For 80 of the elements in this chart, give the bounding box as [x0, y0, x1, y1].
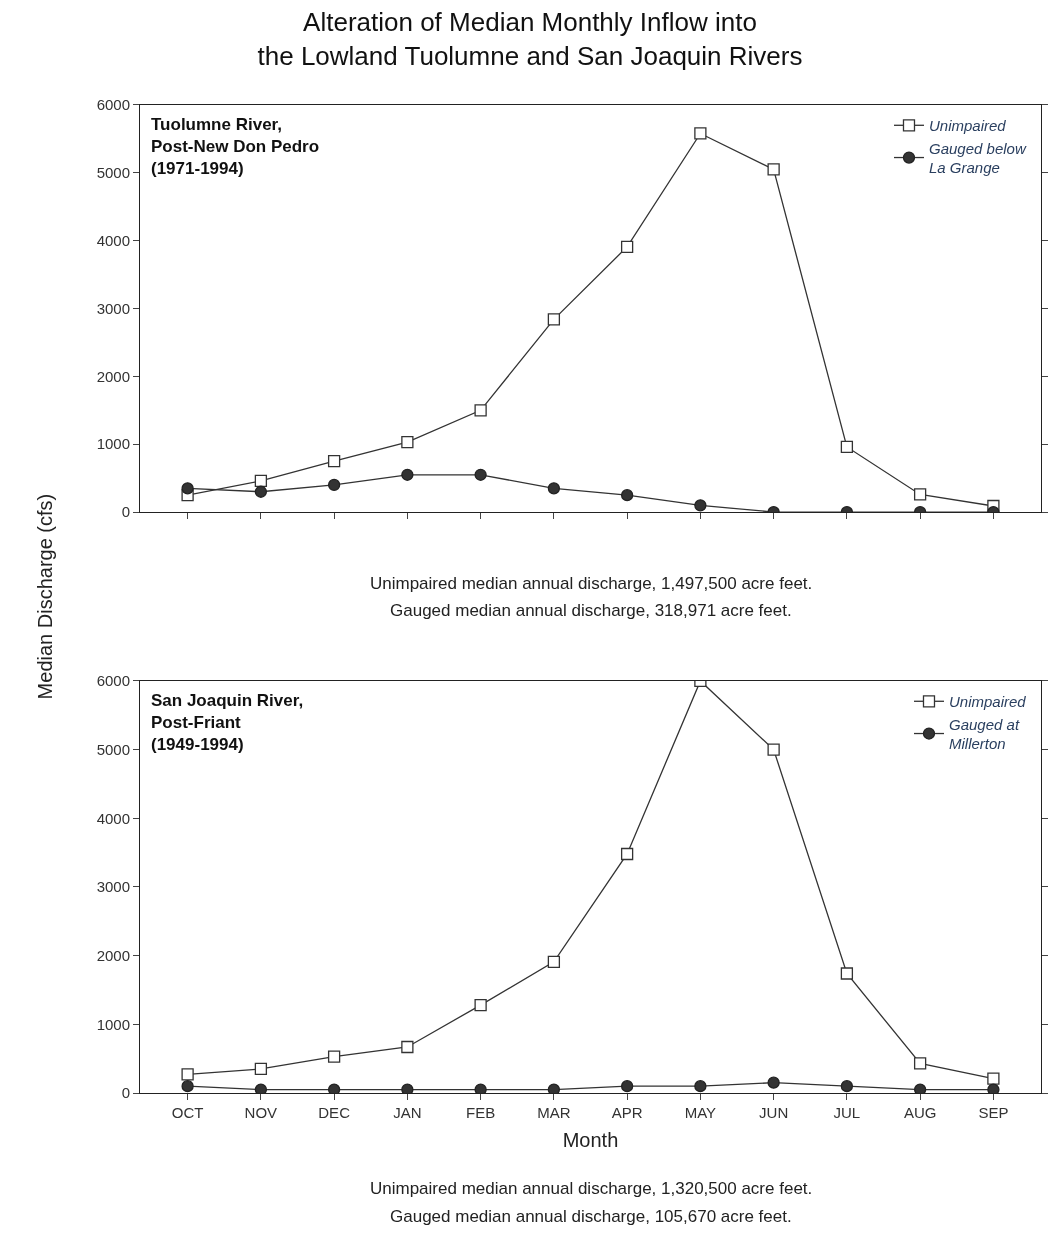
- text: Tuolumne River, Post-New Don Pedro (1971-1994): [151, 115, 320, 179]
- x-tick-label: MAY: [684, 1104, 717, 1121]
- point: [254, 474, 268, 488]
- point: [327, 1083, 341, 1093]
- point: [474, 1083, 487, 1093]
- y-tick-label: 6000: [96, 96, 130, 114]
- x-tick-label: JAN: [393, 1104, 422, 1121]
- point: [401, 1040, 414, 1054]
- x-tick-label: AUG: [903, 1104, 937, 1121]
- point: [181, 1079, 194, 1093]
- point: [694, 499, 707, 512]
- y-tick-label: 6000: [96, 672, 130, 690]
- x-tick-label: OCT: [171, 1104, 204, 1121]
- y-tick-label: 1000: [96, 1015, 130, 1033]
- y-tick-label: 0: [121, 1084, 130, 1102]
- x-tick-label: JUN: [759, 1104, 789, 1121]
- point: [767, 163, 780, 176]
- y-tick-label: 3000: [96, 299, 130, 317]
- point: [987, 1083, 1000, 1093]
- x-tick-label: DEC: [318, 1104, 351, 1121]
- text: Gauged median annual discharge, 105,670 acre feet.: [390, 1207, 792, 1226]
- point: [327, 478, 341, 492]
- point: [181, 1068, 194, 1081]
- point: [767, 743, 780, 756]
- point: [620, 240, 634, 253]
- point: [327, 1050, 341, 1063]
- text: Unimpaired median annual discharge, 1,497,500 acre feet.: [370, 574, 813, 593]
- point: [694, 127, 707, 140]
- point: [840, 440, 854, 454]
- point: [401, 1083, 414, 1093]
- x-axis-title: Month: [562, 1128, 619, 1151]
- chart-title: Alteration of Median Monthly Inflow into the Lowland Tuolumne and San Joaquin Rivers: [257, 7, 803, 71]
- point: [913, 1057, 927, 1070]
- point: [913, 488, 927, 501]
- point: [620, 1079, 634, 1093]
- x-tick-label: MAR: [537, 1104, 571, 1121]
- y-tick-label: 5000: [96, 740, 130, 758]
- point: [254, 485, 268, 498]
- y-tick-label: 5000: [96, 164, 130, 182]
- x-tick-label: FEB: [466, 1104, 496, 1121]
- point: [254, 1083, 268, 1093]
- point: [767, 1076, 780, 1089]
- point: [547, 313, 561, 326]
- text: Gauged median annual discharge, 318,971 acre feet.: [390, 601, 792, 620]
- point: [840, 967, 854, 980]
- y-tick-label: 1000: [96, 435, 130, 453]
- legend-label: Unimpaired: [948, 693, 1027, 711]
- point: [547, 955, 561, 968]
- text: Unimpaired median annual discharge, 1,320,500 acre feet.: [370, 1179, 813, 1198]
- y-tick-label: 0: [121, 503, 130, 521]
- point: [547, 482, 561, 495]
- point: [620, 488, 634, 502]
- point: [913, 1083, 927, 1093]
- y-tick-label: 4000: [96, 809, 130, 827]
- y-axis-title: Median Discharge (cfs): [34, 493, 57, 700]
- point: [401, 436, 414, 449]
- x-tick-label: JUL: [833, 1104, 861, 1121]
- point: [181, 482, 194, 495]
- legend-label: Unimpaired: [928, 117, 1007, 135]
- point: [254, 1062, 268, 1076]
- point: [401, 468, 414, 481]
- y-tick-label: 2000: [96, 946, 130, 964]
- y-tick-label: 4000: [96, 231, 130, 249]
- legend-label: Gauged below La Grange: [928, 139, 1027, 177]
- point: [474, 998, 487, 1012]
- y-tick-label: 2000: [96, 367, 130, 385]
- x-tick-label: SEP: [978, 1104, 1009, 1121]
- point: [327, 455, 341, 468]
- point: [474, 404, 487, 417]
- x-tick-label: NOV: [244, 1104, 278, 1121]
- point: [987, 1072, 1000, 1085]
- point: [694, 1079, 707, 1093]
- legend-label: Gauged at Millerton: [948, 715, 1020, 753]
- point: [620, 847, 634, 861]
- y-tick-label: 3000: [96, 878, 130, 896]
- point: [547, 1083, 561, 1093]
- point: [474, 468, 487, 481]
- x-tick-label: APR: [611, 1104, 643, 1121]
- text: San Joaquin River, Post-Friant (1949-1994): [151, 691, 304, 755]
- point: [840, 1079, 854, 1093]
